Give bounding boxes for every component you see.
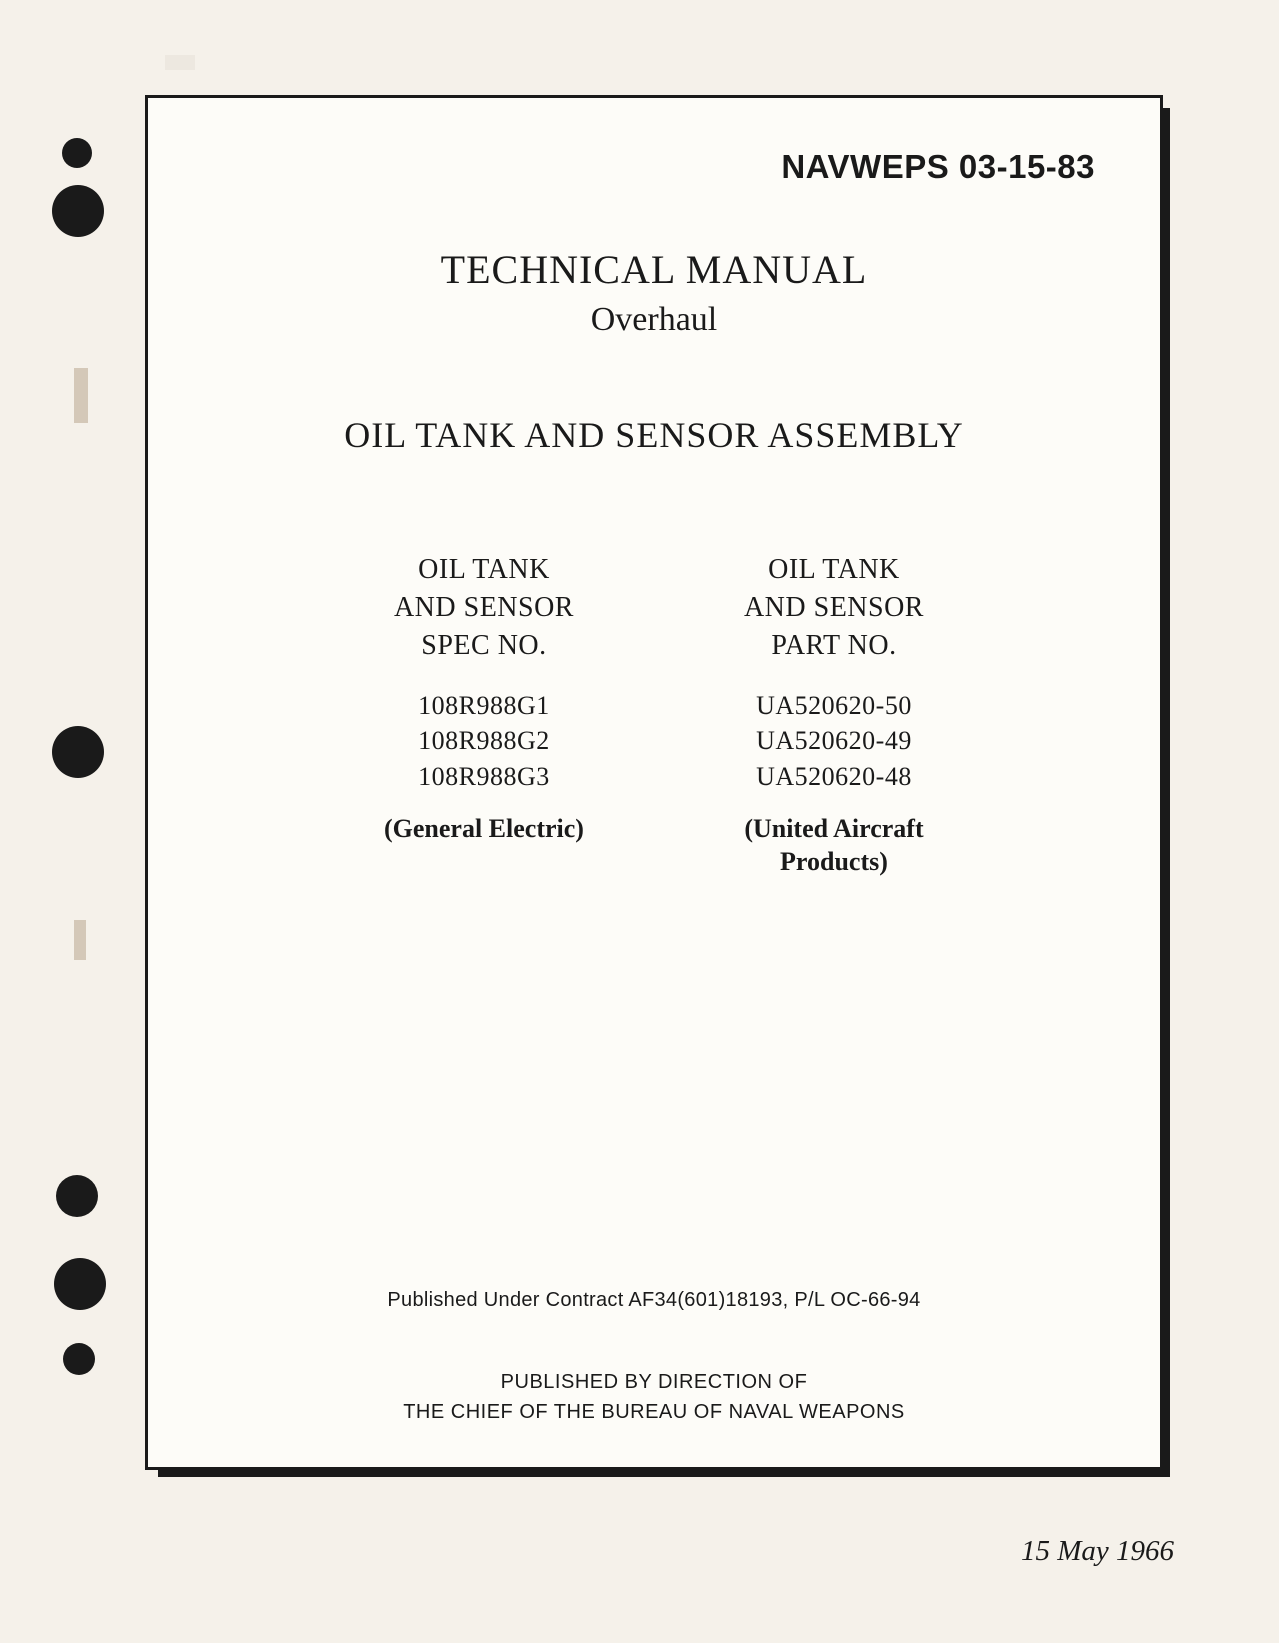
paper-tear [74,920,86,960]
vertical-spacer [208,929,1100,1289]
publisher-info: PUBLISHED BY DIRECTION OF THE CHIEF OF T… [208,1367,1100,1427]
punch-hole [63,1343,95,1375]
column-header: OIL TANK AND SENSOR SPEC NO. [384,551,584,664]
paper-tear [74,368,88,423]
title-main: TECHNICAL MANUAL [208,246,1100,293]
document-id: NAVWEPS 03-15-83 [208,148,1100,186]
paper-smudge [165,55,195,70]
spec-number: 108R988G1 [384,688,584,723]
manufacturer-line: Products) [744,845,924,879]
frame-shadow [158,1467,1170,1477]
spec-column-left: OIL TANK AND SENSOR SPEC NO. 108R988G1 1… [384,551,584,879]
spec-number: 108R988G2 [384,723,584,758]
part-number: UA520620-48 [744,759,924,794]
header-line: AND SENSOR [384,589,584,627]
document-page: NAVWEPS 03-15-83 TECHNICAL MANUAL Overha… [0,0,1279,1643]
header-line: OIL TANK [384,551,584,589]
title-sub: Overhaul [208,301,1100,339]
frame-shadow [1160,108,1170,1477]
spec-number: 108R988G3 [384,759,584,794]
column-items: 108R988G1 108R988G2 108R988G3 [384,688,584,793]
header-line: PART NO. [744,627,924,665]
header-line: AND SENSOR [744,589,924,627]
header-line: OIL TANK [744,551,924,589]
assembly-title: OIL TANK AND SENSOR ASSEMBLY [208,414,1100,456]
punch-hole [56,1175,98,1217]
part-number: UA520620-49 [744,723,924,758]
punch-hole [52,185,104,237]
manufacturer-line: (United Aircraft [744,812,924,846]
header-line: SPEC NO. [384,627,584,665]
manufacturer: (United Aircraft Products) [744,812,924,880]
content-area: NAVWEPS 03-15-83 TECHNICAL MANUAL Overha… [148,98,1160,1467]
manufacturer: (General Electric) [384,812,584,846]
publication-date: 15 May 1966 [1021,1535,1174,1568]
punch-hole [52,726,104,778]
spec-column-right: OIL TANK AND SENSOR PART NO. UA520620-50… [744,551,924,879]
column-items: UA520620-50 UA520620-49 UA520620-48 [744,688,924,793]
publisher-line: THE CHIEF OF THE BUREAU OF NAVAL WEAPONS [208,1397,1100,1427]
title-section: TECHNICAL MANUAL Overhaul [208,246,1100,339]
punch-hole [54,1258,106,1310]
publisher-line: PUBLISHED BY DIRECTION OF [208,1367,1100,1397]
spec-columns: OIL TANK AND SENSOR SPEC NO. 108R988G1 1… [208,551,1100,879]
column-header: OIL TANK AND SENSOR PART NO. [744,551,924,664]
content-frame: NAVWEPS 03-15-83 TECHNICAL MANUAL Overha… [145,95,1163,1470]
contract-info: Published Under Contract AF34(601)18193,… [208,1289,1100,1312]
punch-hole [62,138,92,168]
part-number: UA520620-50 [744,688,924,723]
